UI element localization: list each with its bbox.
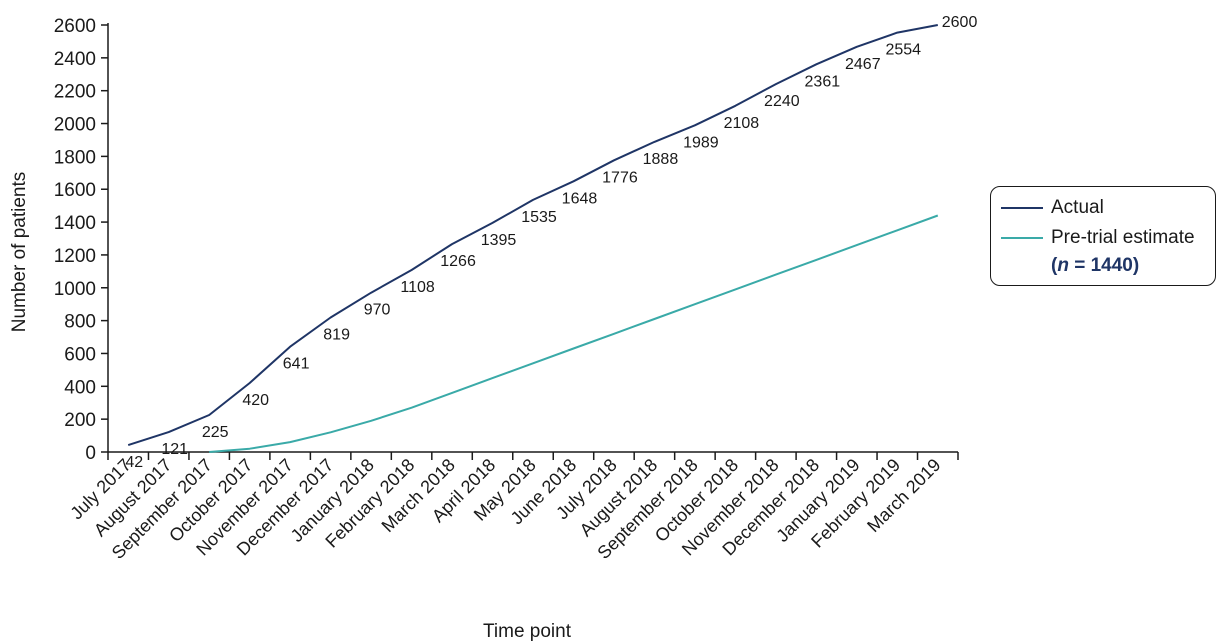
data-label: 1108 bbox=[400, 279, 435, 296]
y-tick-label: 1200 bbox=[54, 246, 96, 267]
legend-note-n: (n = 1440) bbox=[1051, 255, 1139, 277]
data-label: 1395 bbox=[481, 232, 517, 249]
series-line-pre-trial-estimate bbox=[209, 214, 939, 453]
legend-note-value: 1440 bbox=[1090, 255, 1133, 276]
legend-swatch-estimate bbox=[1001, 237, 1043, 239]
legend-label-actual: Actual bbox=[1051, 197, 1104, 218]
legend-label-estimate: Pre-trial estimate bbox=[1051, 227, 1195, 248]
axes bbox=[107, 23, 958, 453]
data-label: 420 bbox=[242, 392, 269, 409]
y-tick-label: 800 bbox=[64, 312, 96, 333]
y-tick-label: 400 bbox=[64, 377, 96, 398]
data-label: 1989 bbox=[683, 134, 719, 151]
legend-note-suffix: ) bbox=[1132, 255, 1140, 276]
data-label: 641 bbox=[283, 356, 310, 373]
legend-item-actual: Actual bbox=[991, 197, 1104, 219]
y-tick-label: 600 bbox=[64, 344, 96, 365]
legend-note-prefix: ( bbox=[1051, 255, 1058, 276]
x-axis-title: Time point bbox=[483, 621, 572, 642]
legend-swatch-actual bbox=[1001, 207, 1043, 209]
y-tick-label: 200 bbox=[64, 410, 96, 431]
y-tick-label: 1400 bbox=[54, 213, 96, 234]
data-label: 1888 bbox=[643, 151, 679, 168]
series-lines bbox=[127, 24, 939, 453]
data-label: 2108 bbox=[724, 115, 760, 132]
data-label: 2467 bbox=[845, 56, 881, 73]
data-label: 225 bbox=[202, 424, 229, 441]
y-axis-ticks: 0 200 400 600 800 1000 1200 1400 1600 1800 2000 220… bbox=[54, 16, 108, 464]
data-label: 2240 bbox=[764, 93, 800, 110]
data-label: 42 bbox=[125, 454, 143, 471]
data-label: 819 bbox=[323, 326, 350, 343]
y-tick-label: 1800 bbox=[54, 147, 96, 168]
data-label: 1776 bbox=[602, 169, 638, 186]
data-label: 1648 bbox=[562, 190, 598, 207]
data-label: 2600 bbox=[942, 14, 978, 31]
y-tick-label: 2200 bbox=[54, 82, 96, 103]
data-label: 1266 bbox=[440, 253, 476, 270]
data-label: 2554 bbox=[885, 42, 921, 59]
y-axis-title: Number of patients bbox=[9, 172, 30, 333]
legend: Actual Pre-trial estimate (n = 1440) bbox=[990, 186, 1216, 286]
legend-note-n-symbol: n bbox=[1057, 255, 1069, 276]
data-label: 2361 bbox=[805, 73, 841, 90]
y-tick-label: 2400 bbox=[54, 49, 96, 70]
series-line-actual bbox=[127, 24, 938, 447]
legend-note-equals: = bbox=[1068, 255, 1091, 276]
y-tick-label: 2600 bbox=[54, 16, 96, 37]
y-tick-label: 1600 bbox=[54, 180, 96, 201]
y-tick-label: 1000 bbox=[54, 279, 96, 300]
data-label: 1535 bbox=[521, 209, 557, 226]
legend-item-estimate: Pre-trial estimate bbox=[991, 227, 1195, 249]
data-label: 970 bbox=[364, 302, 391, 319]
y-tick-label: 2000 bbox=[54, 115, 96, 136]
y-tick-label: 0 bbox=[85, 443, 96, 464]
data-label: 121 bbox=[161, 441, 188, 458]
